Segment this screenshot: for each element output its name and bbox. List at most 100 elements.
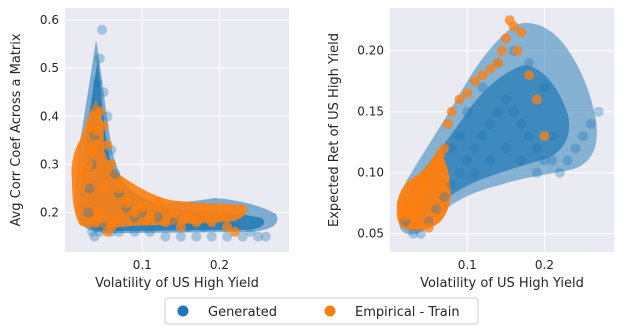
right-empirical-point [539,131,550,142]
right-empirical-point [446,106,457,117]
left-y-tick-label: 0.5 [40,61,59,75]
right-x-tick-label: 0.2 [535,258,554,272]
left-empirical-point [94,207,105,218]
right-generated-point [508,106,519,117]
left-empirical-point [87,145,97,155]
left-generated-point [89,231,100,242]
left-empirical-point [110,217,121,228]
left-empirical-point [199,207,209,218]
right-ticks: 0.1 0.2 0.05 0.10 0.15 0.20 [357,44,554,272]
left-empirical-cloud [71,100,247,229]
right-generated-point [539,155,550,166]
right-y-tick-label: 0.10 [357,166,384,180]
right-generated-point [524,57,534,68]
left-generated-point [83,207,94,218]
right-generated-point [500,143,511,154]
right-panel: 0.1 0.2 0.05 0.10 0.15 0.20 Volatility of US … [327,8,614,291]
right-generated-point [554,167,565,178]
legend-generated-marker [177,305,189,317]
right-generated-point [477,131,488,142]
left-x-tick-label: 0.2 [210,258,229,272]
left-empirical-point [129,207,140,218]
left-generated-point [199,222,209,232]
left-y-tick-label: 0.4 [40,109,59,123]
left-empirical-point [94,106,105,117]
right-empirical-point [531,94,542,105]
right-empirical-point [462,88,473,99]
right-generated-point [454,167,465,178]
left-empirical-point [121,197,132,208]
left-empirical-point [229,226,240,237]
legend-empirical-marker [324,305,336,317]
left-generated-point [114,226,125,237]
left-generated-point [253,231,264,242]
legend-generated-label: Generated [208,305,277,320]
left-generated-point [129,226,140,237]
right-generated-point [570,143,581,154]
right-generated-point [446,143,457,154]
left-empirical-point [175,222,186,232]
right-generated-point [485,155,496,166]
right-y-axis-label: Expected Ret of US High Yield [327,33,342,227]
right-generated-point [462,155,473,166]
left-empirical-point [79,169,90,179]
right-empirical-point [485,64,496,74]
right-generated-point [454,131,465,142]
legend-box [164,297,479,325]
right-generated-point [531,143,542,154]
left-empirical-point [106,159,117,170]
left-generated-point [94,226,105,237]
right-generated-point [531,167,542,178]
right-empirical-point [524,70,534,81]
right-empirical-point [500,33,511,44]
left-generated-point [183,222,194,232]
left-generated-point [94,53,105,64]
left-generated-point [145,226,155,237]
right-generated-point [500,94,511,105]
left-generated-point [245,226,256,237]
right-empirical-point [512,45,523,56]
left-generated-point [191,231,202,242]
right-empirical-point [454,94,465,105]
left-generated-point [97,24,108,35]
left-generated-point [175,231,186,242]
right-generated-point [524,131,534,142]
left-generated-point [84,183,95,194]
left-empirical-point [160,217,171,228]
right-empirical-point [423,222,434,233]
left-y-axis-label: Avg Corr Coef Across a Matrix [9,33,24,226]
left-empirical-point [152,197,163,208]
right-empirical-point [408,204,419,215]
right-generated-point [585,118,596,129]
left-generated-point [222,231,233,242]
right-points [396,15,604,239]
left-empirical-point [214,212,225,223]
left-generated-point [160,231,171,242]
left-empirical-point [98,120,109,131]
right-generated-point [415,228,426,239]
right-generated-point [562,155,573,166]
left-panel: 0.1 0.2 0.2 0.3 0.4 0.5 0.6 Volatility of US H… [9,8,289,291]
right-generated-point [431,204,442,215]
right-generated-point [477,82,488,93]
left-generated-point [206,231,217,242]
left-generated-point [87,226,97,237]
left-x-axis-label: Volatility of US High Yield [95,276,259,291]
right-generated-point [578,131,589,142]
left-generated-point [92,77,103,88]
left-ticks: 0.1 0.2 0.2 0.3 0.4 0.5 0.6 [40,13,229,272]
left-generated-point [152,212,163,223]
left-generated-point [110,169,121,179]
right-generated-point [470,143,480,154]
left-empirical-point [145,212,155,223]
right-y-tick-label: 0.20 [357,44,384,58]
right-empirical-point [396,198,407,209]
left-generated-point [168,217,179,228]
right-generated-point [446,179,457,190]
right-empirical-point [439,143,450,154]
left-empirical-point [102,140,113,151]
right-empirical-point [419,179,430,190]
left-empirical-point [206,217,217,228]
right-generated-point [593,106,604,117]
